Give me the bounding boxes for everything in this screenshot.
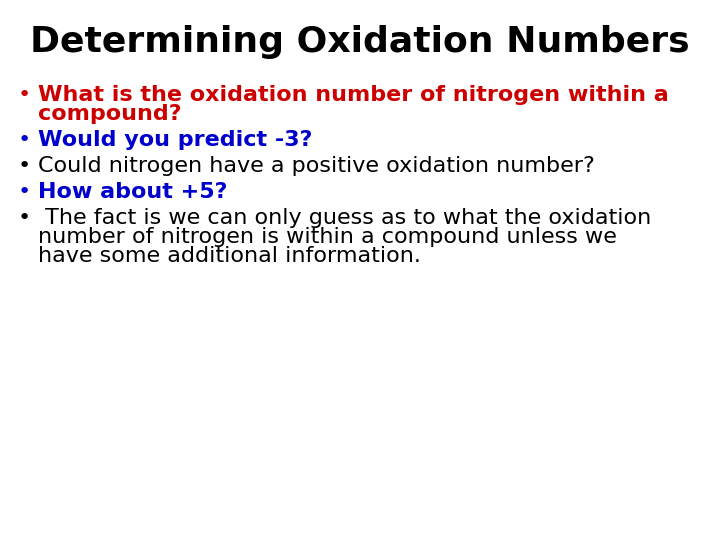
Text: have some additional information.: have some additional information. xyxy=(38,246,421,266)
Text: What is the oxidation number of nitrogen within a: What is the oxidation number of nitrogen… xyxy=(38,85,669,105)
Text: How about +5?: How about +5? xyxy=(38,182,228,202)
Text: •: • xyxy=(18,156,31,176)
Text: Determining Oxidation Numbers: Determining Oxidation Numbers xyxy=(30,25,690,59)
Text: •: • xyxy=(18,85,31,105)
Text: •: • xyxy=(18,208,31,228)
Text: Would you predict -3?: Would you predict -3? xyxy=(38,130,312,150)
Text: number of nitrogen is within a compound unless we: number of nitrogen is within a compound … xyxy=(38,227,617,247)
Text: Could nitrogen have a positive oxidation number?: Could nitrogen have a positive oxidation… xyxy=(38,156,595,176)
Text: •: • xyxy=(18,182,31,202)
Text: The fact is we can only guess as to what the oxidation: The fact is we can only guess as to what… xyxy=(38,208,652,228)
Text: •: • xyxy=(18,130,31,150)
Text: compound?: compound? xyxy=(38,104,181,124)
